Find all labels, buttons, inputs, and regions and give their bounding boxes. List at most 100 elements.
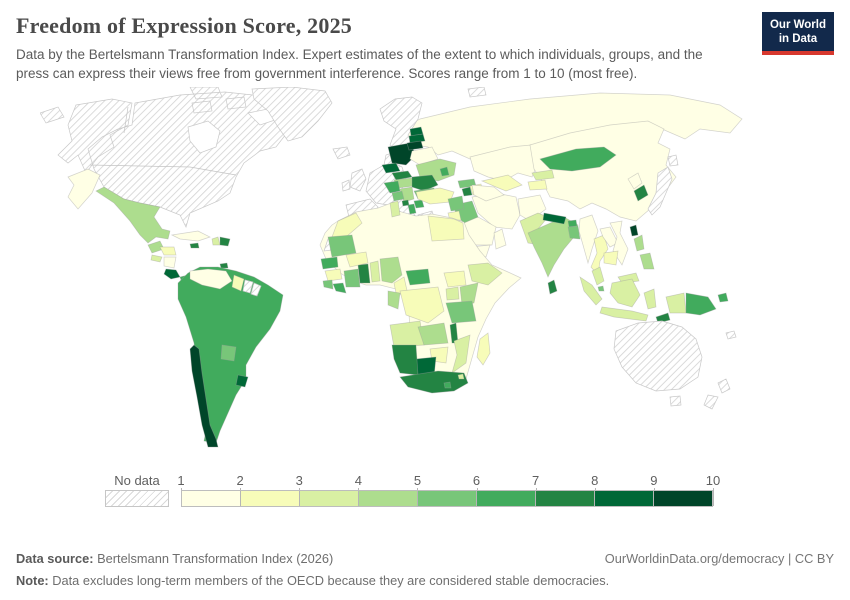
no-data-swatch[interactable] (105, 490, 169, 508)
legend-bin-6–7[interactable] (476, 491, 535, 507)
region-moldova[interactable] (439, 166, 450, 177)
region-liberia[interactable] (332, 282, 347, 294)
region-singapore[interactable] (597, 285, 605, 292)
region-canada-usa[interactable] (57, 87, 291, 229)
region-syria[interactable] (447, 195, 465, 212)
legend-bin-2–3[interactable] (240, 491, 299, 507)
region-lithuania[interactable] (406, 140, 424, 151)
region-mozambique[interactable] (451, 334, 471, 375)
region-uk-ireland[interactable] (341, 168, 367, 192)
region-cambodia[interactable] (603, 250, 619, 266)
region-dominican-republic[interactable] (219, 236, 231, 247)
region-sierra-leone[interactable] (322, 279, 334, 290)
legend-bin-3–4[interactable] (299, 491, 358, 507)
region-philippines[interactable] (633, 234, 655, 270)
region-madagascar[interactable] (476, 332, 491, 366)
region-sri-lanka[interactable] (547, 279, 558, 295)
region-kenya[interactable] (459, 282, 479, 306)
region-venezuela[interactable] (189, 268, 233, 290)
region-oman[interactable] (493, 228, 507, 250)
region-namibia[interactable] (391, 344, 419, 376)
region-central-african-republic[interactable] (405, 268, 431, 286)
region-trinidad-and-tobago[interactable] (219, 262, 229, 269)
region-guyana[interactable] (231, 274, 245, 292)
region-taiwan[interactable] (629, 224, 639, 237)
region-tajikistan[interactable] (527, 179, 548, 191)
owid-link[interactable]: OurWorldinData.org/democracy | CC BY (604, 551, 834, 566)
region-croatia[interactable] (383, 180, 401, 194)
region-japan[interactable] (647, 154, 679, 216)
region-nepal[interactable] (542, 212, 567, 225)
region-uruguay[interactable] (235, 374, 249, 388)
region-svalbard[interactable] (467, 87, 487, 98)
legend-bin-4–5[interactable] (358, 491, 417, 507)
legend-bin-5–6[interactable] (417, 491, 476, 507)
region-vietnam[interactable] (609, 220, 629, 267)
region-papua-new-guinea[interactable] (685, 292, 729, 316)
region-tunisia[interactable] (389, 200, 401, 218)
region-new-caledonia[interactable] (725, 330, 737, 340)
region-suriname[interactable] (242, 279, 254, 294)
region-el-salvador[interactable] (150, 254, 163, 263)
region-indonesia[interactable] (579, 276, 687, 322)
region-south-sudan[interactable] (443, 270, 467, 288)
region-zambia[interactable] (417, 322, 449, 346)
owid-logo[interactable]: Our World in Data (761, 12, 834, 55)
region-bangladesh[interactable] (567, 225, 581, 240)
region-burkina-faso[interactable] (345, 251, 369, 268)
region-honduras[interactable] (159, 246, 177, 256)
region-arctic-fragment[interactable] (40, 106, 65, 124)
region-gabon-congo[interactable] (387, 290, 401, 310)
region-north-macedonia[interactable] (413, 199, 425, 209)
region-guinea[interactable] (324, 268, 343, 282)
region-czechia[interactable] (381, 162, 401, 174)
region-uganda[interactable] (445, 286, 460, 301)
region-greenland[interactable] (251, 87, 333, 142)
region-uzbekistan[interactable] (480, 174, 523, 192)
legend-bin-1–2[interactable] (182, 491, 240, 507)
region-paraguay[interactable] (220, 344, 237, 362)
region-costa-rica[interactable] (163, 268, 181, 280)
region-nicaragua[interactable] (163, 256, 177, 269)
region-ethiopia[interactable] (467, 262, 503, 286)
region-australia[interactable] (613, 320, 703, 407)
region-timor-leste[interactable] (655, 312, 671, 324)
region-mauritania[interactable] (327, 234, 357, 258)
region-french-guiana[interactable] (250, 282, 262, 297)
region-new-zealand[interactable] (703, 378, 731, 410)
region-cote-divoire[interactable] (343, 268, 361, 288)
region-romania[interactable] (411, 174, 439, 192)
legend-bin-9–10[interactable] (653, 491, 712, 507)
region-tanzania[interactable] (445, 300, 477, 324)
region-egypt[interactable] (427, 215, 465, 242)
region-latvia[interactable] (408, 133, 426, 144)
region-bosnia[interactable] (391, 190, 405, 202)
region-kamchatka[interactable] (67, 168, 101, 210)
region-lesotho[interactable] (443, 381, 452, 389)
region-turkmenistan[interactable] (471, 184, 505, 202)
region-senegal[interactable] (320, 256, 339, 270)
legend-bin-8–9[interactable] (594, 491, 653, 507)
region-ghana[interactable] (357, 263, 371, 284)
region-dr-congo[interactable] (399, 286, 445, 324)
region-north-korea[interactable] (627, 172, 643, 190)
region-mexico[interactable] (95, 186, 171, 244)
region-nigeria[interactable] (379, 256, 403, 284)
region-iceland[interactable] (332, 146, 351, 160)
region-albania[interactable] (407, 203, 417, 215)
region-angola[interactable] (389, 320, 425, 348)
region-cuba[interactable] (170, 230, 211, 242)
region-morocco[interactable] (331, 212, 363, 238)
region-jamaica[interactable] (189, 242, 200, 249)
region-laos[interactable] (599, 226, 619, 248)
region-armenia[interactable] (461, 186, 473, 197)
region-mongolia[interactable] (539, 146, 617, 172)
region-bhutan[interactable] (567, 219, 578, 228)
region-haiti[interactable] (211, 236, 221, 246)
region-south-africa[interactable] (399, 370, 469, 394)
legend-bin-7–8[interactable] (535, 491, 594, 507)
region-kyrgyzstan[interactable] (531, 169, 555, 181)
region-south-korea[interactable] (633, 184, 649, 202)
region-chile[interactable] (189, 344, 219, 448)
region-togo-benin[interactable] (369, 260, 381, 283)
